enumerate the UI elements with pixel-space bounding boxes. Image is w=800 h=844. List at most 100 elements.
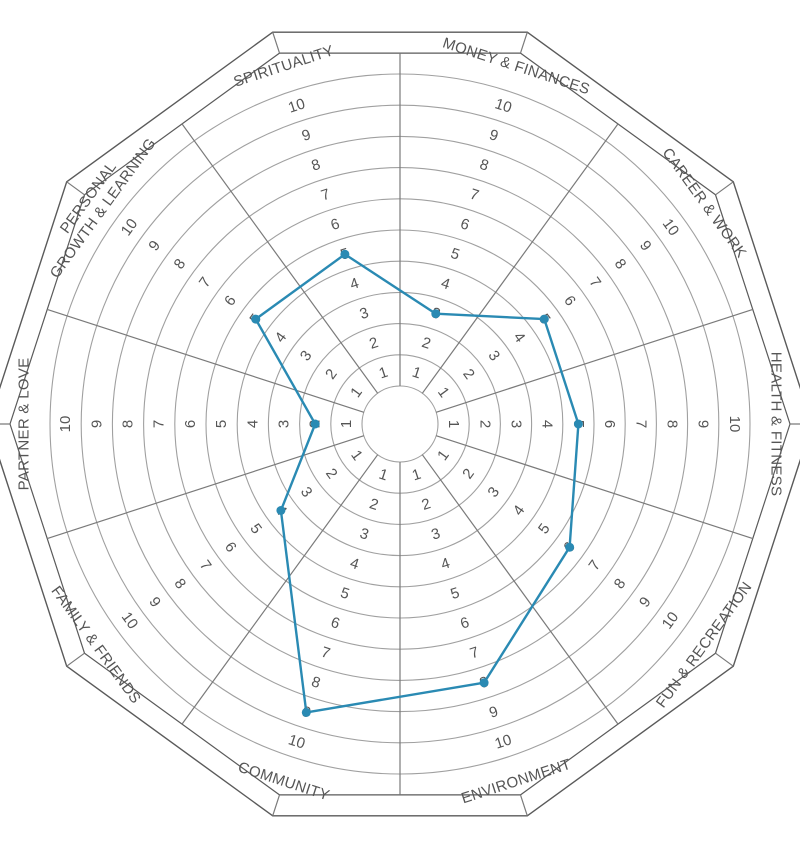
tick-label-environment-9: 9 [487, 703, 500, 722]
tick-label-career-and-work-7: 7 [585, 274, 604, 291]
score-point-partner-and-love [310, 419, 320, 429]
band-corner-8 [66, 181, 85, 196]
sector-divider-9 [181, 123, 379, 394]
score-point-career-and-work [539, 314, 549, 324]
tick-label-money-and-finances-6: 6 [458, 215, 471, 234]
score-point-community [301, 707, 311, 717]
band-corner-0 [519, 32, 528, 54]
score-point-environment [479, 678, 489, 688]
tick-label-money-and-finances-9: 9 [487, 126, 500, 145]
category-label-health-and-fitness: HEALTH & FITNESS [768, 352, 785, 497]
tick-label-community-1: 1 [377, 466, 390, 485]
tick-label-environment-5: 5 [449, 584, 462, 603]
tick-label-family-and-friends-1: 1 [347, 447, 366, 464]
tick-label-partner-and-love-7: 7 [151, 420, 168, 428]
tick-label-fun-and-recreation-5: 5 [535, 521, 554, 538]
tick-label-health-and-fitness-6: 6 [601, 420, 618, 428]
tick-label-environment-3: 3 [429, 525, 442, 544]
tick-label-spirituality-2: 2 [367, 334, 380, 353]
tick-label-money-and-finances-1: 1 [410, 364, 423, 383]
tick-label-spirituality-10: 10 [286, 95, 307, 116]
tick-label-career-and-work-6: 6 [560, 292, 579, 309]
sector-divider-8 [47, 308, 365, 413]
sector-divider-1 [421, 123, 619, 394]
tick-label-environment-2: 2 [420, 495, 433, 514]
tick-label-partner-and-love-6: 6 [182, 420, 199, 428]
tick-label-health-and-fitness-2: 2 [476, 420, 493, 428]
tick-label-health-and-fitness-4: 4 [539, 420, 556, 428]
tick-label-personal-growth-and-learning-3: 3 [297, 347, 316, 364]
band-corner-1 [715, 181, 734, 196]
tick-label-career-and-work-3: 3 [484, 347, 503, 364]
tick-label-environment-4: 4 [439, 555, 452, 574]
tick-label-personal-growth-and-learning-1: 1 [347, 384, 366, 401]
sector-divider-4 [421, 454, 619, 725]
band-corner-5 [272, 794, 281, 816]
tick-label-career-and-work-4: 4 [510, 329, 529, 346]
band-corner-6 [66, 652, 85, 667]
tick-label-partner-and-love-9: 9 [88, 420, 105, 428]
tick-label-health-and-fitness-8: 8 [664, 420, 681, 428]
tick-label-career-and-work-8: 8 [611, 256, 630, 273]
sector-divider-2 [435, 308, 753, 413]
tick-label-spirituality-1: 1 [377, 364, 390, 383]
tick-label-family-and-friends-10: 10 [118, 609, 142, 632]
tick-label-family-and-friends-7: 7 [196, 557, 215, 574]
score-point-spirituality [340, 249, 350, 259]
category-label-career-and-work: CAREER & WORK [659, 145, 750, 261]
tick-label-community-3: 3 [358, 525, 371, 544]
tick-label-personal-growth-and-learning-9: 9 [145, 237, 164, 254]
category-label-community: COMMUNITY [236, 759, 332, 805]
tick-label-community-4: 4 [348, 555, 361, 574]
band-corner-9 [272, 32, 281, 54]
tick-label-career-and-work-2: 2 [459, 366, 478, 383]
tick-label-career-and-work-1: 1 [434, 384, 453, 401]
sector-divider-7 [47, 435, 365, 540]
tick-label-fun-and-recreation-4: 4 [510, 502, 529, 519]
tick-label-money-and-finances-10: 10 [493, 95, 514, 116]
category-label-family-and-friends: FAMILY & FRIENDS [47, 583, 144, 707]
score-point-money-and-finances [431, 309, 441, 319]
tick-label-partner-and-love-10: 10 [57, 416, 74, 433]
tick-label-community-7: 7 [319, 644, 332, 663]
tick-label-fun-and-recreation-2: 2 [459, 465, 478, 482]
tick-label-money-and-finances-7: 7 [468, 186, 481, 205]
tick-label-family-and-friends-9: 9 [145, 594, 164, 611]
category-label-environment: ENVIRONMENT [459, 756, 573, 807]
tick-label-community-6: 6 [329, 614, 342, 633]
score-point-family-and-friends [276, 506, 286, 515]
score-series [251, 249, 583, 717]
category-label-partner-and-love: PARTNER & LOVE [16, 358, 33, 491]
tick-label-spirituality-8: 8 [309, 156, 322, 175]
tick-label-community-5: 5 [338, 584, 351, 603]
tick-label-personal-growth-and-learning-4: 4 [272, 329, 291, 346]
tick-label-money-and-finances-8: 8 [478, 156, 491, 175]
tick-label-fun-and-recreation-3: 3 [484, 484, 503, 501]
tick-label-spirituality-3: 3 [358, 304, 371, 323]
tick-label-personal-growth-and-learning-2: 2 [322, 366, 341, 383]
tick-label-family-and-friends-5: 5 [246, 521, 265, 538]
tick-label-partner-and-love-3: 3 [276, 420, 293, 428]
tick-label-family-and-friends-2: 2 [322, 465, 341, 482]
sector-divider-6 [181, 454, 379, 725]
tick-label-spirituality-4: 4 [348, 275, 361, 294]
tick-label-fun-and-recreation-7: 7 [585, 557, 604, 574]
tick-label-money-and-finances-4: 4 [439, 275, 452, 294]
tick-label-community-8: 8 [309, 673, 322, 692]
tick-label-health-and-fitness-9: 9 [695, 420, 712, 428]
tick-label-personal-growth-and-learning-7: 7 [196, 274, 215, 291]
tick-label-environment-1: 1 [410, 466, 423, 485]
tick-label-spirituality-7: 7 [319, 186, 332, 205]
tick-label-health-and-fitness-7: 7 [632, 420, 649, 428]
score-point-fun-and-recreation [565, 542, 575, 552]
tick-label-personal-growth-and-learning-10: 10 [118, 216, 142, 239]
center-circle [361, 385, 439, 463]
tick-label-partner-and-love-8: 8 [120, 420, 137, 428]
tick-label-career-and-work-9: 9 [636, 237, 655, 254]
tick-label-money-and-finances-5: 5 [449, 245, 462, 264]
tick-label-partner-and-love-5: 5 [213, 420, 230, 428]
score-point-health-and-fitness [573, 419, 583, 429]
tick-label-health-and-fitness-3: 3 [508, 420, 525, 428]
